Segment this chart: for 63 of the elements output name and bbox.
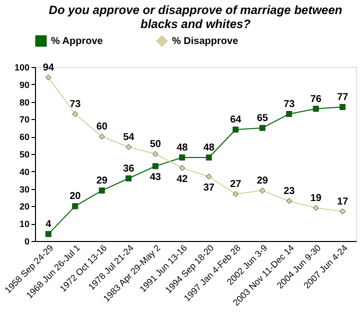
data-label: 27 xyxy=(230,179,242,190)
legend-label: % Approve xyxy=(51,36,104,47)
data-label: 36 xyxy=(123,163,135,174)
data-label: 20 xyxy=(70,191,82,202)
point xyxy=(126,175,132,182)
point xyxy=(340,208,346,214)
data-label: 19 xyxy=(310,192,322,204)
y-tick-label: 10 xyxy=(19,219,30,230)
y-tick-label: 20 xyxy=(19,202,30,212)
point xyxy=(152,163,158,170)
data-label: 76 xyxy=(310,94,322,105)
point xyxy=(286,110,292,117)
data-label: 29 xyxy=(256,176,268,187)
y-tick-label: 100 xyxy=(14,62,30,72)
data-label: 48 xyxy=(203,142,215,154)
point xyxy=(312,204,319,211)
data-label: 94 xyxy=(42,62,54,74)
data-label: 50 xyxy=(150,139,162,150)
point xyxy=(72,203,78,210)
data-label: 65 xyxy=(256,112,268,124)
y-tick-label: 30 xyxy=(19,184,30,194)
data-label: 37 xyxy=(203,182,215,194)
text: Do you approve or disapprove of marriage between xyxy=(48,3,342,17)
point xyxy=(179,154,186,160)
point xyxy=(259,124,266,131)
data-label: 77 xyxy=(337,92,349,104)
data-label: 64 xyxy=(230,114,242,126)
point xyxy=(45,231,52,238)
data-label: 43 xyxy=(150,172,162,184)
point xyxy=(45,74,52,80)
point xyxy=(232,191,239,198)
data-label: 73 xyxy=(284,98,296,110)
point xyxy=(98,134,105,140)
point xyxy=(232,126,239,133)
data-label: 73 xyxy=(70,98,82,110)
point xyxy=(259,188,266,194)
y-tick-label: 0 xyxy=(24,236,30,246)
data-label: 60 xyxy=(96,122,108,133)
data-label: 4 xyxy=(46,219,52,230)
y-tick-label: 80 xyxy=(19,97,30,108)
legend-label: % Disapprove xyxy=(172,36,239,47)
point xyxy=(179,164,186,171)
point xyxy=(206,154,212,160)
point xyxy=(152,151,158,157)
point xyxy=(98,188,105,194)
point xyxy=(126,144,132,150)
data-label: 29 xyxy=(96,176,108,187)
y-tick-label: 40 xyxy=(19,166,30,177)
y-tick-label: 70 xyxy=(19,114,30,125)
point xyxy=(206,174,212,180)
data-label: 54 xyxy=(123,132,135,144)
data-label: 42 xyxy=(176,174,188,185)
data-label: 17 xyxy=(337,196,349,208)
y-tick-label: 90 xyxy=(19,80,30,90)
y-tick-label: 60 xyxy=(19,132,30,142)
point xyxy=(72,110,78,117)
text: blacks and whites? xyxy=(140,17,251,31)
point xyxy=(340,104,346,110)
y-tick-label: 50 xyxy=(19,150,30,160)
point xyxy=(312,106,319,112)
data-label: 23 xyxy=(284,186,296,197)
data-label: 48 xyxy=(176,142,188,154)
point xyxy=(286,198,292,204)
